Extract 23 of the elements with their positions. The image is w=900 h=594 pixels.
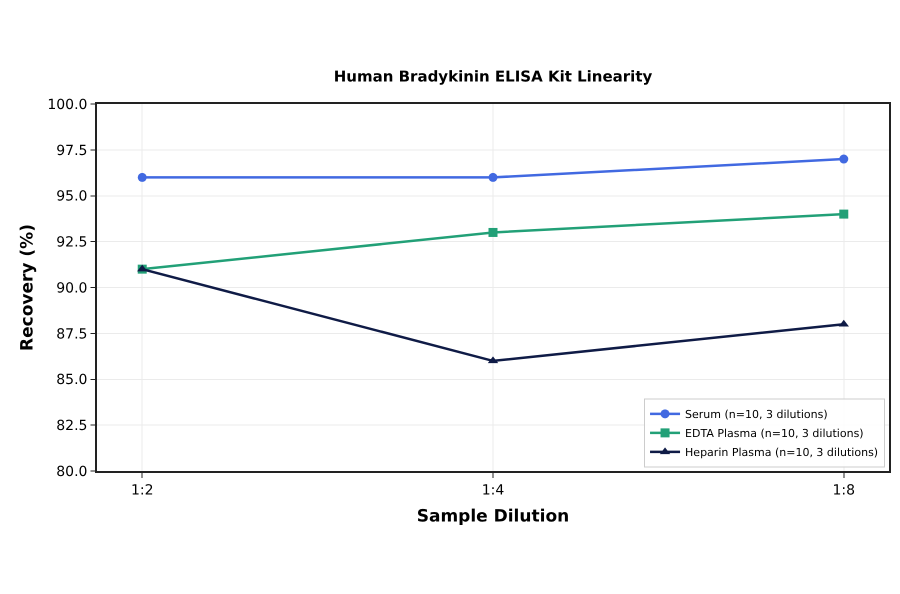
legend-label: Serum (n=10, 3 dilutions) — [685, 408, 828, 422]
x-axis-title: Sample Dilution — [416, 506, 570, 526]
legend-label: Heparin Plasma (n=10, 3 dilutions) — [685, 446, 878, 460]
legend-label: EDTA Plasma (n=10, 3 dilutions) — [685, 427, 864, 440]
x-tick-label: 1:2 — [130, 482, 154, 499]
point — [138, 172, 147, 182]
point — [839, 154, 848, 164]
y-tick-label: 95.0 — [56, 188, 88, 205]
y-tick-label: 85.0 — [56, 372, 88, 388]
point — [488, 228, 498, 237]
y-tick-label: 87.5 — [56, 326, 88, 342]
y-tick-label: 100.0 — [47, 96, 88, 113]
y-tick-label: 92.5 — [56, 234, 88, 251]
y-tick-label: 80.0 — [56, 464, 88, 480]
y-tick-label: 90.0 — [56, 280, 88, 296]
x-tick-label: 1:4 — [482, 482, 504, 499]
point — [839, 210, 848, 219]
point — [488, 172, 498, 182]
x-tick-label: 1:8 — [832, 482, 856, 499]
chart-title: Human Bradykinin ELISA Kit Linearity — [334, 67, 652, 86]
y-axis-title: Recovery (%) — [17, 224, 38, 351]
y-tick-label: 82.5 — [56, 418, 88, 434]
y-tick-label: 97.5 — [56, 142, 88, 159]
